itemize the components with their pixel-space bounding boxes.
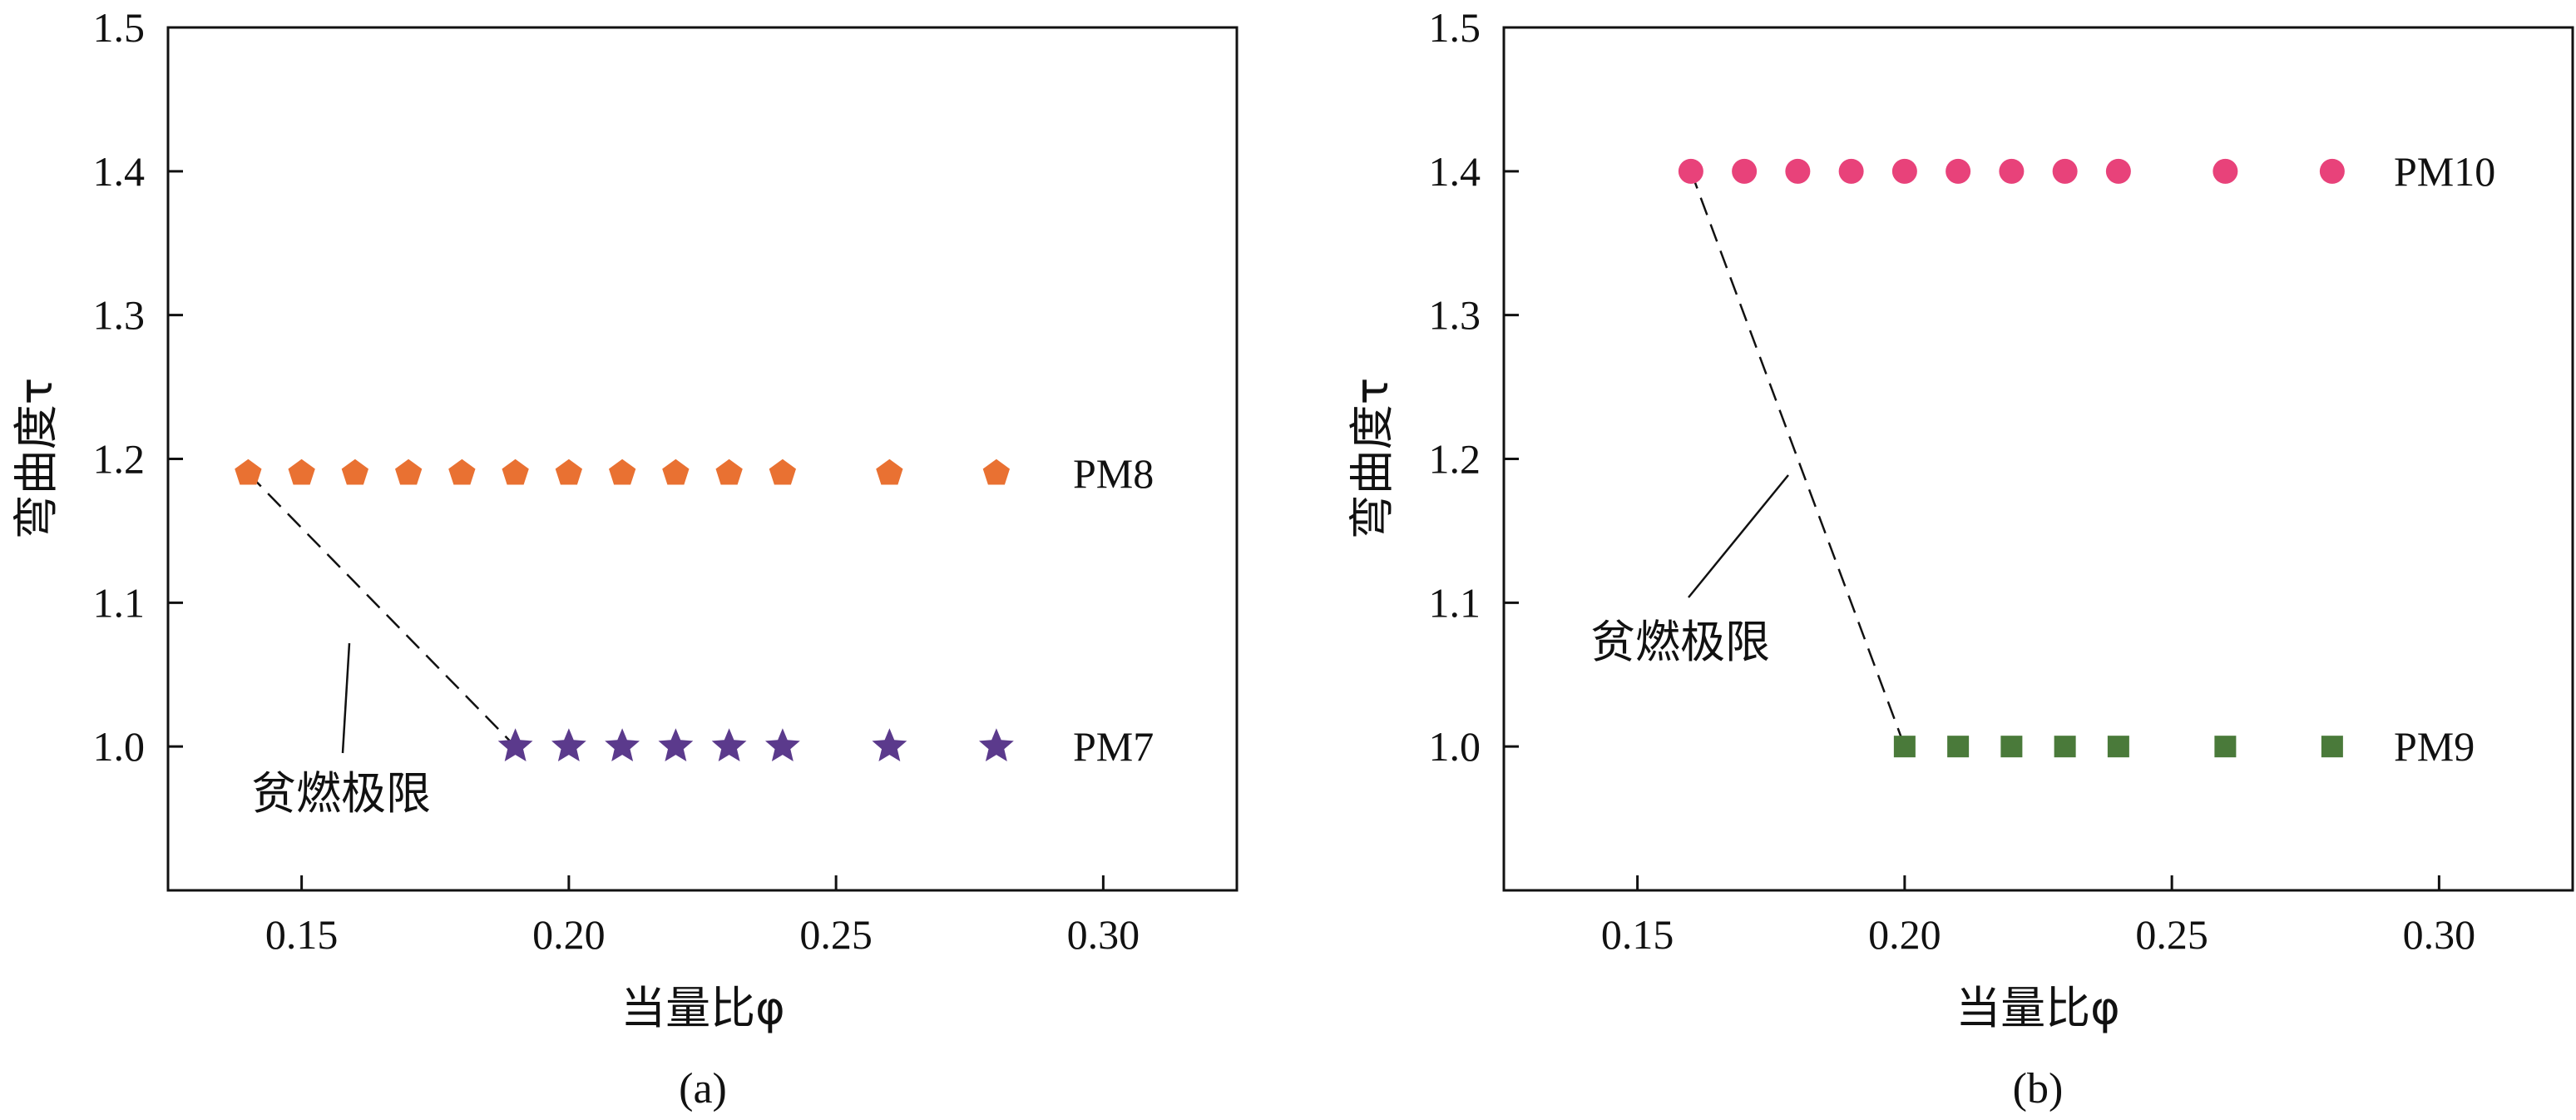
annotation-lean-limit: 贫燃极限: [251, 767, 431, 820]
y-tick-label: 1.1: [93, 579, 146, 626]
data-point: [982, 458, 1010, 485]
series-PM7: [497, 728, 1014, 761]
y-axis-label: 弯曲度τ: [10, 378, 62, 540]
data-point: [2107, 736, 2129, 758]
series-label: PM9: [2394, 723, 2475, 770]
data-point: [2105, 158, 2131, 184]
y-tick-label: 1.0: [1429, 723, 1481, 770]
series-PM10: [1678, 158, 2345, 184]
panel-caption: (b): [2013, 1065, 2064, 1113]
lean-limit-line: [247, 472, 517, 748]
y-tick-label: 1.5: [93, 4, 146, 51]
data-point: [2319, 158, 2345, 184]
data-point: [448, 458, 476, 485]
data-point: [2000, 736, 2023, 758]
annotation-leader: [1688, 474, 1789, 598]
data-point: [609, 458, 636, 485]
data-point: [872, 728, 907, 761]
data-point: [876, 458, 903, 485]
panel-b: 0.15 0.20 0.25 0.301.01.11.21.31.41.5 PM10P…: [1346, 4, 2574, 1113]
data-point: [1838, 158, 1864, 184]
data-point: [341, 458, 368, 485]
axis-ticks: 0.15 0.20 0.25 0.30 1.0 1.1 1.2 1.3 1.4 1.5: [93, 4, 1140, 958]
y-tick-label: 1.2: [93, 436, 146, 483]
data-point: [555, 458, 582, 485]
x-tick-label: 0.30: [2403, 911, 2476, 958]
data-point: [769, 458, 796, 485]
data-point: [1785, 158, 1811, 184]
data-point: [662, 458, 690, 485]
panel-caption: (a): [679, 1065, 727, 1113]
series-PM8: [235, 458, 1010, 485]
x-tick-label: 0.20: [1868, 911, 1941, 958]
data-point: [1946, 158, 1971, 184]
data-point: [765, 728, 800, 761]
y-tick-label: 1.1: [1429, 579, 1481, 626]
y-tick-label: 1.4: [93, 148, 146, 195]
data-point: [395, 458, 423, 485]
y-axis-label: 弯曲度τ: [1346, 378, 1398, 540]
data-marks: PM10 PM9 贫燃极限: [1590, 148, 2495, 770]
data-marks: PM8 PM7 贫燃极限: [235, 450, 1154, 820]
data-point: [502, 458, 529, 485]
x-tick-label: 0.25: [2135, 911, 2208, 958]
annotation-lean-limit: 贫燃极限: [1590, 616, 1770, 668]
data-point: [979, 728, 1014, 761]
data-point: [2213, 158, 2238, 184]
y-tick-label: 1.3: [1429, 292, 1481, 339]
data-point: [2054, 736, 2076, 758]
data-point: [497, 728, 533, 761]
data-point: [1732, 158, 1758, 184]
x-tick-label: 0.20: [532, 911, 606, 958]
lean-limit-line: [1689, 171, 1906, 747]
data-point: [605, 728, 640, 761]
series-label: PM7: [1073, 723, 1154, 770]
x-axis-label: 当量比φ: [621, 982, 785, 1034]
series-label: PM8: [1073, 450, 1154, 497]
axis-ticks: 0.15 0.20 0.25 0.30 1.0 1.1 1.2 1.3 1.4 1.5: [1429, 4, 2476, 958]
panel-a: 0.15 0.20 0.25 0.301.01.11.21.31.41.5 PM8PM…: [10, 4, 1239, 1113]
data-point: [1891, 158, 1917, 184]
data-point: [1999, 158, 2025, 184]
x-axis-label: 当量比φ: [1955, 982, 2120, 1034]
data-point: [235, 458, 262, 485]
data-point: [1678, 158, 1703, 184]
annotation-leader: [341, 642, 351, 754]
data-point: [1947, 736, 1970, 758]
data-point: [288, 458, 315, 485]
y-tick-label: 1.4: [1429, 148, 1481, 195]
x-tick-label: 0.15: [265, 911, 339, 958]
x-tick-label: 0.15: [1601, 911, 1674, 958]
y-tick-label: 1.5: [1429, 4, 1481, 51]
data-point: [551, 728, 586, 761]
x-tick-label: 0.25: [799, 911, 873, 958]
data-point: [2214, 736, 2237, 758]
y-tick-label: 1.3: [93, 292, 146, 339]
y-tick-label: 1.2: [1429, 436, 1481, 483]
y-tick-label: 1.0: [93, 723, 146, 770]
data-point: [1893, 736, 1916, 758]
data-point: [715, 458, 743, 485]
data-point: [2052, 158, 2078, 184]
x-tick-label: 0.30: [1067, 911, 1140, 958]
series-PM9: [1893, 736, 2343, 758]
series-label: PM10: [2394, 148, 2495, 195]
data-point: [2321, 736, 2343, 758]
data-point: [658, 728, 694, 761]
data-point: [711, 728, 747, 761]
